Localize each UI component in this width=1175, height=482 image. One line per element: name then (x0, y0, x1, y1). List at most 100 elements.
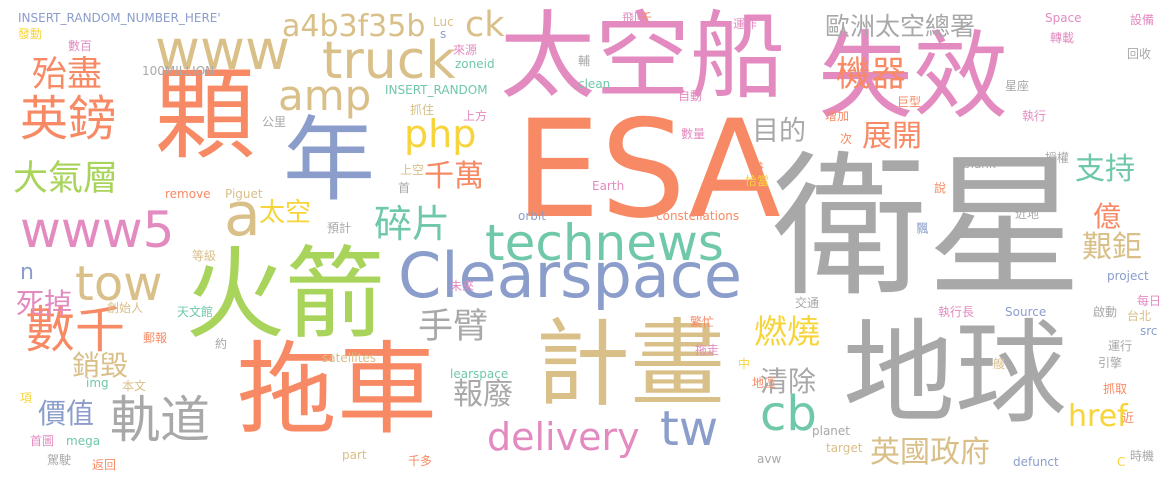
cloud-word: 預計 (327, 221, 352, 235)
cloud-word: project (1107, 269, 1149, 283)
cloud-word: clean (578, 77, 611, 91)
cloud-word: defunct (1013, 455, 1059, 469)
cloud-word: 說 (934, 181, 947, 195)
cloud-word: 機器 (836, 55, 907, 95)
cloud-word: 太空船 (500, 2, 786, 112)
cloud-word: 輔 (578, 54, 591, 68)
cloud-word: 等級 (192, 249, 217, 263)
cloud-word: 中 (738, 357, 751, 371)
cloud-word: 發動 (18, 27, 43, 41)
cloud-word: 恰當 (745, 174, 770, 188)
cloud-word: Clearspace (398, 239, 743, 312)
cloud-word: 近 (1122, 411, 1135, 425)
cloud-word: 公里 (262, 115, 287, 129)
cloud-word: 上方 (463, 109, 488, 123)
cloud-word: php (404, 112, 477, 156)
cloud-word: 轉載 (1050, 31, 1075, 45)
cloud-word: 增加 (825, 109, 850, 123)
cloud-word: 數千 (25, 301, 125, 359)
cloud-word: zoneid (455, 57, 495, 71)
cloud-word: _blank' (957, 157, 1000, 171)
cloud-word: 巨型 (897, 95, 922, 109)
cloud-word: 清除 (760, 365, 817, 398)
cloud-word: 項 (20, 391, 33, 405)
cloud-word: INSERT_RANDOM_NUMBER_HERE' (18, 11, 221, 25)
cloud-word: tow (75, 256, 163, 312)
cloud-word: 地區 (752, 376, 777, 390)
cloud-word: 執行 (1022, 109, 1047, 123)
cloud-word: planet (812, 424, 850, 438)
cloud-word: 星座 (1005, 79, 1030, 93)
cloud-word: 每日 (1137, 294, 1162, 308)
cloud-word: amp (278, 71, 372, 120)
cloud-word: 近地 (1015, 207, 1040, 221)
cloud-word: 運作 (733, 17, 758, 31)
cloud-word: 100MILLION (142, 64, 215, 78)
cloud-word: 授權 (1045, 151, 1070, 165)
cloud-word: 失效 (818, 22, 1009, 132)
cloud-word: 拖走 (695, 343, 720, 357)
cloud-word: 時機 (1130, 449, 1155, 463)
cloud-word: mega (66, 434, 101, 448)
cloud-word: 軌道 (110, 391, 210, 449)
cloud-word: avw (757, 452, 782, 466)
cloud-word: 創始人 (107, 301, 144, 315)
cloud-word: 千萬 (424, 159, 484, 194)
cloud-word: href (1068, 399, 1128, 434)
cloud-word: 設備 (1130, 13, 1155, 27)
cloud-word: truck (322, 31, 456, 91)
cloud-word: ck (465, 5, 505, 45)
cloud-word: 太空 (259, 198, 312, 228)
cloud-word: 衛星 (772, 137, 1082, 318)
cloud-word: 價值 (38, 397, 95, 430)
cloud-word: 地球 (843, 309, 1067, 439)
cloud-word: 計畫 (535, 310, 726, 420)
cloud-word: 未來 (450, 279, 475, 293)
cloud-word: part (342, 448, 367, 462)
cloud-word: 引擎 (1098, 356, 1123, 370)
cloud-word: s (440, 27, 447, 41)
cloud-word: 報廢 (453, 377, 513, 412)
cloud-word: img (86, 376, 109, 390)
cloud-word: 目的 (752, 116, 806, 147)
cloud-word: 抓住 (410, 103, 435, 117)
cloud-word: 艱鉅 (1082, 230, 1142, 265)
cloud-word: 郵報 (143, 331, 168, 345)
cloud-word: 支持 (1075, 152, 1135, 187)
cloud-word: www5 (20, 201, 175, 259)
cloud-word: tw (660, 401, 719, 457)
cloud-word: learspace (450, 367, 509, 381)
cloud-word: C (1117, 455, 1126, 469)
cloud-word: orbit (518, 209, 546, 223)
cloud-word: 飛回 (622, 11, 647, 25)
cloud-word: 數量 (681, 127, 706, 141)
cloud-word: 殆盡 (32, 55, 103, 95)
cloud-word: INSERT_RANDOM (385, 83, 488, 97)
cloud-word: 英鎊 (20, 91, 117, 147)
cloud-word: 駕駛 (47, 453, 72, 467)
cloud-word: Source (1005, 305, 1047, 319)
cloud-word: 台北 (1127, 309, 1152, 323)
cloud-word: 顆 (155, 56, 255, 173)
cloud-word: 大氣層 (13, 159, 119, 199)
cloud-word: 數百 (68, 39, 93, 53)
cloud-word: satellites (322, 351, 377, 365)
cloud-word: 艘 (993, 357, 1006, 371)
cloud-word: 死掉 (16, 287, 73, 320)
cloud-word: a4b3f35b (282, 9, 426, 44)
cloud-word: 運行 (1108, 339, 1133, 353)
cloud-word: 首圖 (30, 434, 55, 448)
cloud-word: remove (165, 187, 211, 201)
cloud-word: 兼 (752, 161, 765, 175)
cloud-word: 飄 (915, 222, 929, 234)
cloud-word: delivery (487, 415, 640, 459)
cloud-word: 本文 (122, 379, 147, 393)
cloud-word: 約 (215, 337, 228, 351)
cloud-word: 執行長 (938, 305, 975, 319)
cloud-word: 展開 (862, 119, 922, 154)
cloud-word: 次 (840, 132, 853, 146)
cloud-word: 自動 (678, 89, 703, 103)
cloud-word: 歐洲太空總署 (825, 12, 976, 41)
cloud-word: 啟動 (1093, 305, 1118, 319)
